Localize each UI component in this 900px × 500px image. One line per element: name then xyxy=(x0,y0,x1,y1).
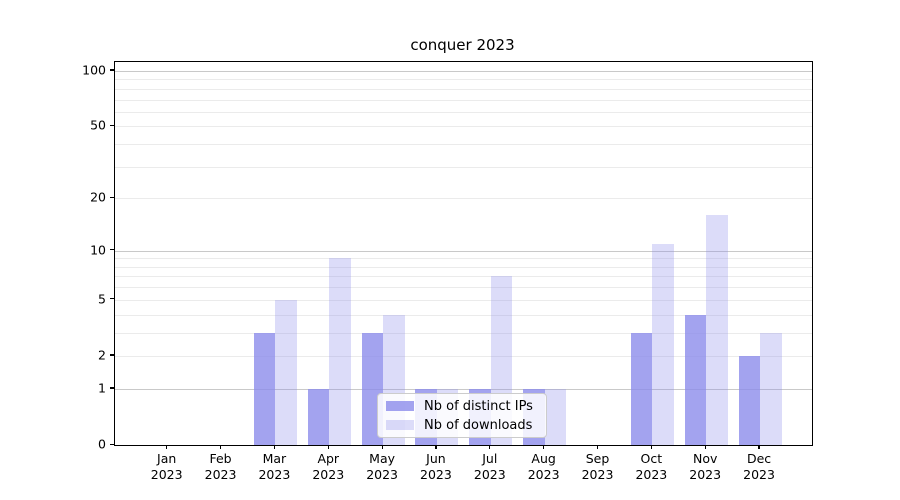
x-tick-label-sep: Sep 2023 xyxy=(581,451,614,482)
gridline-minor xyxy=(115,99,812,101)
x-tick-mark xyxy=(273,445,275,449)
x-tick-label-apr: Apr 2023 xyxy=(312,451,345,482)
x-tick-mark xyxy=(166,445,168,449)
x-tick-mark xyxy=(596,445,599,449)
bar-mar-distinct-ips xyxy=(253,332,276,445)
y-tick-label: 0 xyxy=(98,436,106,452)
y-tick-mark xyxy=(110,124,114,127)
y-tick-label: 5 xyxy=(98,291,106,307)
y-tick-mark xyxy=(110,443,114,445)
x-tick-mark xyxy=(704,445,706,449)
legend-swatch-downloads-icon xyxy=(386,420,414,430)
gridline-minor xyxy=(115,276,812,278)
gridline-minor xyxy=(115,144,812,146)
gridline-major xyxy=(115,388,812,390)
bar-nov-downloads xyxy=(706,215,728,445)
x-tick-mark xyxy=(543,445,545,449)
y-tick-label: 20 xyxy=(90,189,106,205)
gridline-minor xyxy=(115,332,812,334)
x-tick-label-oct: Oct 2023 xyxy=(635,451,668,482)
x-tick-label-jun: Jun 2023 xyxy=(420,451,452,482)
legend-item-downloads: Nb of downloads xyxy=(386,418,538,433)
legend-item-distinct-ips: Nb of distinct IPs xyxy=(386,399,538,414)
y-tick-mark xyxy=(110,354,114,356)
gridline-major xyxy=(115,250,812,252)
x-tick-mark xyxy=(435,445,437,449)
bar-dec-downloads xyxy=(760,332,782,445)
x-tick-label-mar: Mar 2023 xyxy=(258,451,291,482)
x-tick-label-may: May 2023 xyxy=(366,451,398,482)
y-tick-mark xyxy=(110,249,114,251)
plot-area xyxy=(114,61,813,446)
bar-aug-downloads xyxy=(544,388,567,445)
bar-mar-downloads xyxy=(275,299,297,445)
gridline-minor xyxy=(115,266,812,268)
x-tick-label-aug: Aug 2023 xyxy=(527,451,560,482)
y-tick-label: 50 xyxy=(90,117,106,133)
chart-title: conquer 2023 xyxy=(410,36,515,54)
x-tick-mark xyxy=(758,445,760,449)
legend: Nb of distinct IPs Nb of downloads xyxy=(377,393,547,438)
legend-label-distinct-ips: Nb of distinct IPs xyxy=(424,398,533,414)
gridline-minor xyxy=(115,355,812,357)
gridline-minor xyxy=(115,198,812,200)
x-tick-label-feb: Feb 2023 xyxy=(204,451,237,482)
y-tick-mark xyxy=(110,298,114,300)
x-tick-mark xyxy=(219,445,222,449)
x-tick-label-nov: Nov 2023 xyxy=(689,451,722,482)
gridline-minor xyxy=(115,79,812,81)
y-tick-mark xyxy=(110,196,114,198)
legend-label-downloads: Nb of downloads xyxy=(424,417,533,433)
gridline-minor xyxy=(115,88,812,90)
legend-swatch-distinct-ips-icon xyxy=(386,401,414,411)
gridline-minor xyxy=(115,299,812,301)
y-tick-mark xyxy=(110,387,114,389)
gridline-minor xyxy=(115,287,812,289)
y-tick-label: 100 xyxy=(82,62,106,78)
bar-apr-distinct-ips xyxy=(307,388,330,445)
x-tick-mark xyxy=(381,445,383,449)
x-tick-mark xyxy=(327,445,329,449)
x-tick-label-jan: Jan 2023 xyxy=(150,451,183,482)
y-tick-label: 1 xyxy=(98,380,106,396)
bar-nov-distinct-ips xyxy=(684,314,707,445)
x-tick-mark xyxy=(489,445,491,449)
x-tick-mark xyxy=(650,445,652,449)
bar-oct-distinct-ips xyxy=(630,332,653,445)
y-tick-mark xyxy=(110,69,114,71)
bar-apr-downloads xyxy=(329,258,351,445)
gridline-major xyxy=(115,70,812,72)
gridline-minor xyxy=(115,258,812,260)
y-tick-label: 10 xyxy=(90,242,106,258)
gridline-minor xyxy=(115,314,812,316)
gridline-minor xyxy=(115,126,812,128)
bar-oct-downloads xyxy=(652,243,674,445)
x-tick-label-dec: Dec 2023 xyxy=(743,451,775,482)
y-tick-label: 2 xyxy=(98,347,106,363)
gridline-minor xyxy=(115,111,812,113)
x-tick-label-jul: Jul 2023 xyxy=(473,451,506,482)
gridline-minor xyxy=(115,166,812,168)
bar-dec-distinct-ips xyxy=(738,355,761,445)
